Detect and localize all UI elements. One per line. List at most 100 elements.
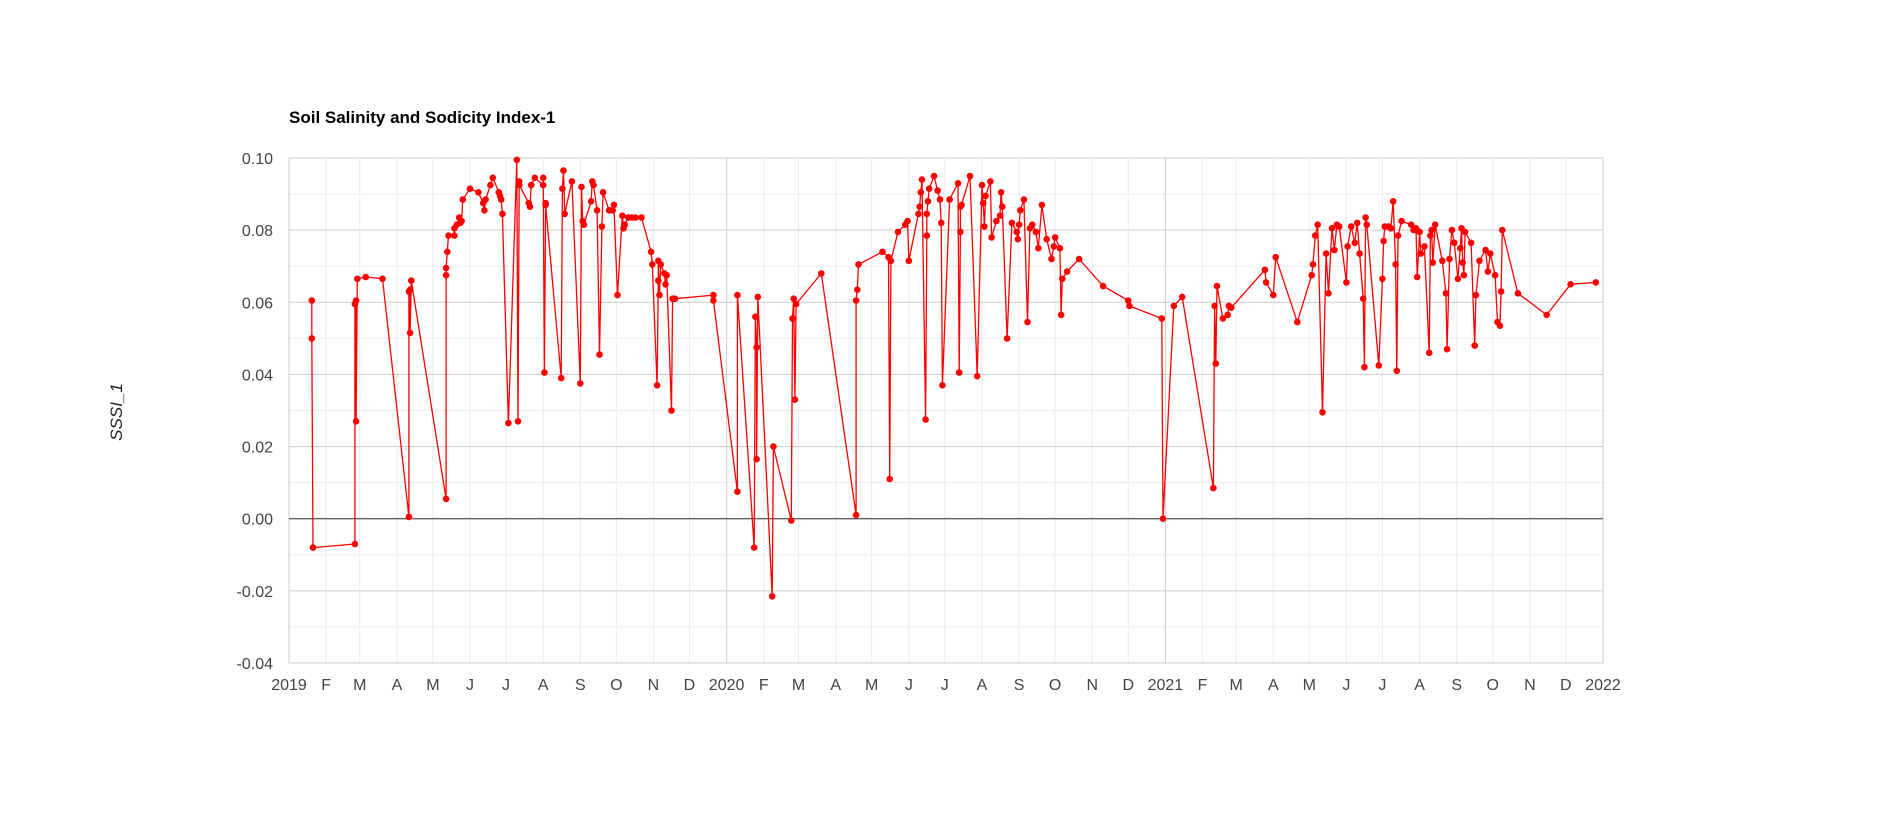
data-point xyxy=(1014,235,1022,243)
data-point xyxy=(598,223,606,230)
data-point xyxy=(647,248,655,256)
data-point xyxy=(1389,198,1397,205)
data-point xyxy=(750,544,758,551)
data-point xyxy=(1024,318,1031,326)
data-point xyxy=(487,181,494,189)
data-point xyxy=(852,297,860,304)
x-tick-label: D xyxy=(684,677,696,694)
data-point xyxy=(458,217,465,225)
data-point xyxy=(1457,244,1464,252)
data-point xyxy=(1393,367,1401,375)
data-point xyxy=(789,315,796,322)
data-point xyxy=(1417,250,1425,257)
x-tick-label: D xyxy=(1122,677,1134,694)
data-point xyxy=(1362,214,1369,221)
data-point xyxy=(1467,239,1475,247)
data-point xyxy=(1015,221,1023,228)
data-point xyxy=(351,540,359,548)
data-point xyxy=(653,382,661,389)
data-point xyxy=(1075,255,1083,263)
data-point xyxy=(1514,290,1522,297)
data-point xyxy=(649,261,656,268)
data-point xyxy=(1421,243,1428,250)
x-tick-label: O xyxy=(610,677,622,694)
data-point xyxy=(466,185,474,192)
data-point xyxy=(939,382,946,389)
x-tick-label: A xyxy=(1268,677,1279,694)
data-point xyxy=(442,271,450,279)
data-point xyxy=(515,181,523,189)
data-point xyxy=(475,189,482,196)
data-point xyxy=(1446,255,1453,263)
data-point xyxy=(619,212,626,219)
data-point xyxy=(753,455,760,463)
x-tick-label: M xyxy=(426,677,439,694)
data-point xyxy=(988,234,995,241)
data-point xyxy=(1416,228,1423,236)
data-point xyxy=(1050,243,1058,250)
data-point xyxy=(1387,225,1395,232)
data-point xyxy=(753,344,760,351)
data-point xyxy=(1032,228,1040,236)
data-point xyxy=(1312,232,1319,239)
data-point xyxy=(768,593,776,600)
x-tick-label: J xyxy=(466,677,474,694)
data-point xyxy=(539,181,547,189)
data-point xyxy=(539,174,547,182)
x-tick-label: S xyxy=(1014,677,1025,694)
data-point xyxy=(996,212,1004,219)
data-point xyxy=(1471,342,1478,349)
data-point xyxy=(1328,225,1336,232)
data-point xyxy=(1308,271,1315,279)
y-tick-label: 0.10 xyxy=(242,151,273,168)
data-point xyxy=(894,228,902,236)
data-point xyxy=(1351,239,1359,247)
data-point xyxy=(1429,259,1437,266)
data-point xyxy=(923,210,931,218)
x-tick-label: D xyxy=(1560,677,1572,694)
data-point xyxy=(638,214,645,221)
data-point xyxy=(905,257,913,265)
data-point xyxy=(946,196,953,203)
data-point xyxy=(1003,335,1011,342)
data-point xyxy=(444,248,451,256)
x-tick-label: J xyxy=(905,677,913,694)
data-point xyxy=(379,275,386,283)
data-point xyxy=(752,313,759,321)
x-tick-label: S xyxy=(575,677,586,694)
data-point xyxy=(978,181,986,189)
data-point xyxy=(854,286,861,294)
data-point xyxy=(568,178,576,185)
data-point xyxy=(1454,275,1462,283)
x-tick-label: N xyxy=(1086,677,1098,694)
x-tick-label: 2022 xyxy=(1585,677,1621,694)
data-point xyxy=(1210,484,1217,492)
data-point xyxy=(1262,279,1270,286)
data-point xyxy=(792,300,800,308)
data-point xyxy=(937,219,945,227)
data-point xyxy=(309,544,317,551)
data-point xyxy=(1394,232,1402,239)
data-point xyxy=(1407,221,1415,228)
data-point xyxy=(1380,237,1387,245)
data-point xyxy=(1319,409,1326,416)
data-point xyxy=(1439,257,1446,265)
data-point xyxy=(1363,221,1371,228)
x-tick-label: S xyxy=(1451,677,1462,694)
data-point xyxy=(497,196,505,203)
data-point xyxy=(855,261,862,268)
data-point xyxy=(559,185,566,192)
y-tick-label: 0.08 xyxy=(242,223,273,240)
data-point xyxy=(599,189,607,196)
data-point xyxy=(614,291,621,299)
data-point xyxy=(514,418,522,425)
y-tick-label: 0.00 xyxy=(242,512,273,529)
data-point xyxy=(1460,271,1468,279)
data-point xyxy=(934,187,941,194)
data-point xyxy=(957,228,964,236)
data-point xyxy=(1496,322,1504,330)
data-point xyxy=(879,248,886,256)
data-point xyxy=(655,277,662,284)
